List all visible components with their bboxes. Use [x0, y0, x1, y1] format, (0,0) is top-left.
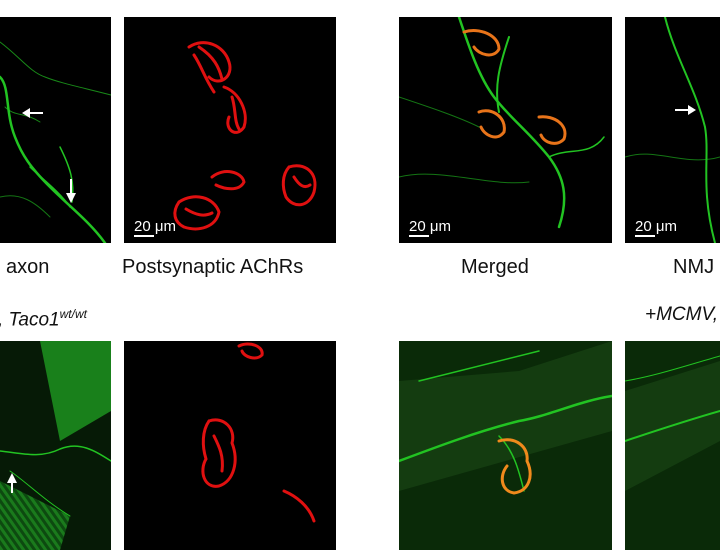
nmj-image-top: 20 μm [625, 17, 720, 243]
caption-axon: axon [6, 256, 50, 278]
merged-image-top: 20 μm [399, 17, 612, 243]
scale-label: 20 μm [635, 218, 677, 235]
genotype-label-left: , Taco1wt/wt [0, 307, 87, 331]
caption-nmj: NMJ [673, 256, 715, 278]
scale-bar [409, 235, 429, 237]
scale-label: 20 μm [134, 218, 176, 235]
nmj-stain [625, 17, 720, 243]
achr-image-top: 20 μm [124, 17, 336, 243]
nmj-image-bottom [625, 341, 720, 550]
scale-bar [635, 235, 655, 237]
merged-image-bottom [399, 341, 612, 550]
achr-image-bottom [124, 341, 336, 550]
nmj-stain [625, 355, 720, 491]
arrow-icon [675, 105, 696, 115]
arrow-icon [7, 473, 17, 493]
caption-merged: Merged [461, 256, 529, 278]
arrow-icon [22, 108, 76, 203]
merged-stain [399, 17, 605, 229]
achr-stain [173, 41, 317, 231]
merged-stain [399, 341, 612, 495]
axon-stain [0, 341, 111, 550]
axon-image-top [0, 17, 111, 243]
scale-label: 20 μm [409, 218, 451, 235]
genotype-label-right: +MCMV, [645, 304, 719, 325]
scale-bar [134, 235, 154, 237]
caption-achr: Postsynaptic AChRs [122, 256, 304, 278]
axon-image-bottom [0, 341, 111, 550]
axon-stain [0, 41, 111, 243]
achr-stain [201, 342, 316, 523]
